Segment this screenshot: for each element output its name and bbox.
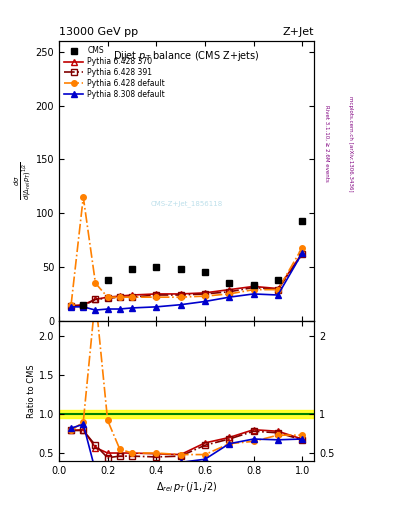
CMS: [251, 282, 256, 288]
Bar: [59, 410, 314, 418]
Pythia 6.428 default: [105, 294, 110, 300]
Text: CMS-Z+Jet_1856118: CMS-Z+Jet_1856118: [151, 200, 223, 207]
Pythia 6.428 370: [105, 294, 110, 300]
Pythia 6.428 370: [275, 286, 280, 292]
Pythia 6.428 default: [300, 245, 305, 251]
Pythia 8.308 default: [118, 306, 122, 312]
Pythia 6.428 default: [130, 294, 134, 300]
Pythia 8.308 default: [227, 294, 231, 300]
Pythia 6.428 370: [69, 303, 73, 309]
Pythia 6.428 391: [300, 251, 305, 257]
Pythia 6.428 370: [154, 291, 159, 297]
Pythia 8.308 default: [69, 304, 73, 310]
X-axis label: $\Delta_{rel}\,p_T\,(j1,j2)$: $\Delta_{rel}\,p_T\,(j1,j2)$: [156, 480, 217, 494]
Pythia 6.428 391: [81, 303, 86, 309]
Pythia 6.428 default: [154, 294, 159, 300]
Pythia 6.428 370: [118, 293, 122, 299]
Pythia 6.428 default: [275, 287, 280, 293]
Pythia 8.308 default: [154, 304, 159, 310]
Pythia 6.428 391: [202, 291, 207, 297]
Pythia 6.428 370: [81, 302, 86, 308]
Line: Pythia 8.308 default: Pythia 8.308 default: [68, 250, 305, 313]
CMS: [154, 264, 159, 270]
Pythia 6.428 default: [81, 194, 86, 200]
Pythia 6.428 391: [69, 303, 73, 309]
Pythia 6.428 391: [227, 289, 231, 295]
Pythia 6.428 391: [154, 292, 159, 298]
Pythia 6.428 default: [93, 280, 98, 286]
Legend: CMS, Pythia 6.428 370, Pythia 6.428 391, Pythia 6.428 default, Pythia 8.308 defa: CMS, Pythia 6.428 370, Pythia 6.428 391,…: [61, 43, 168, 102]
Pythia 8.308 default: [93, 307, 98, 313]
Pythia 6.428 391: [275, 287, 280, 293]
Pythia 6.428 391: [178, 292, 183, 298]
Pythia 8.308 default: [275, 292, 280, 298]
CMS: [202, 269, 207, 275]
CMS: [227, 280, 231, 286]
Line: Pythia 6.428 370: Pythia 6.428 370: [68, 250, 305, 309]
CMS: [300, 218, 305, 224]
Pythia 6.428 370: [227, 287, 231, 293]
CMS: [178, 266, 183, 272]
CMS: [275, 277, 280, 283]
Pythia 8.308 default: [105, 306, 110, 312]
Line: Pythia 6.428 391: Pythia 6.428 391: [68, 251, 305, 309]
Pythia 6.428 default: [227, 291, 231, 297]
Pythia 6.428 391: [251, 284, 256, 290]
Pythia 6.428 default: [118, 294, 122, 300]
Text: mcplots.cern.ch [arXiv:1306.3436]: mcplots.cern.ch [arXiv:1306.3436]: [348, 96, 353, 191]
Line: CMS: CMS: [80, 217, 306, 308]
Pythia 8.308 default: [202, 298, 207, 305]
Text: Dijet $p_T$ balance (CMS Z+jets): Dijet $p_T$ balance (CMS Z+jets): [113, 49, 260, 63]
Pythia 8.308 default: [130, 305, 134, 311]
Pythia 6.428 391: [105, 295, 110, 302]
Line: Pythia 6.428 default: Pythia 6.428 default: [68, 194, 305, 308]
Pythia 6.428 default: [69, 302, 73, 308]
Pythia 6.428 370: [300, 250, 305, 256]
Text: Rivet 3.1.10, ≥ 2.6M events: Rivet 3.1.10, ≥ 2.6M events: [324, 105, 329, 182]
Y-axis label: Ratio to CMS: Ratio to CMS: [27, 364, 36, 418]
Pythia 6.428 370: [178, 291, 183, 297]
Pythia 8.308 default: [300, 250, 305, 256]
CMS: [105, 277, 110, 283]
Text: Z+Jet: Z+Jet: [283, 28, 314, 37]
Pythia 6.428 391: [118, 294, 122, 300]
Pythia 6.428 391: [93, 296, 98, 303]
Text: 13000 GeV pp: 13000 GeV pp: [59, 28, 138, 37]
CMS: [81, 302, 86, 308]
Y-axis label: $\frac{d\sigma}{d(\Delta_{rel}p_T)^{1/2}}$: $\frac{d\sigma}{d(\Delta_{rel}p_T)^{1/2}…: [13, 162, 34, 200]
Pythia 6.428 391: [130, 294, 134, 300]
Pythia 6.428 370: [130, 292, 134, 298]
Pythia 6.428 default: [178, 294, 183, 300]
Pythia 6.428 370: [251, 283, 256, 289]
Pythia 8.308 default: [178, 302, 183, 308]
Pythia 6.428 370: [93, 296, 98, 303]
Pythia 6.428 default: [202, 293, 207, 299]
Pythia 8.308 default: [251, 291, 256, 297]
Pythia 8.308 default: [81, 304, 86, 310]
Pythia 6.428 default: [251, 287, 256, 293]
CMS: [130, 266, 134, 272]
Pythia 6.428 370: [202, 290, 207, 296]
